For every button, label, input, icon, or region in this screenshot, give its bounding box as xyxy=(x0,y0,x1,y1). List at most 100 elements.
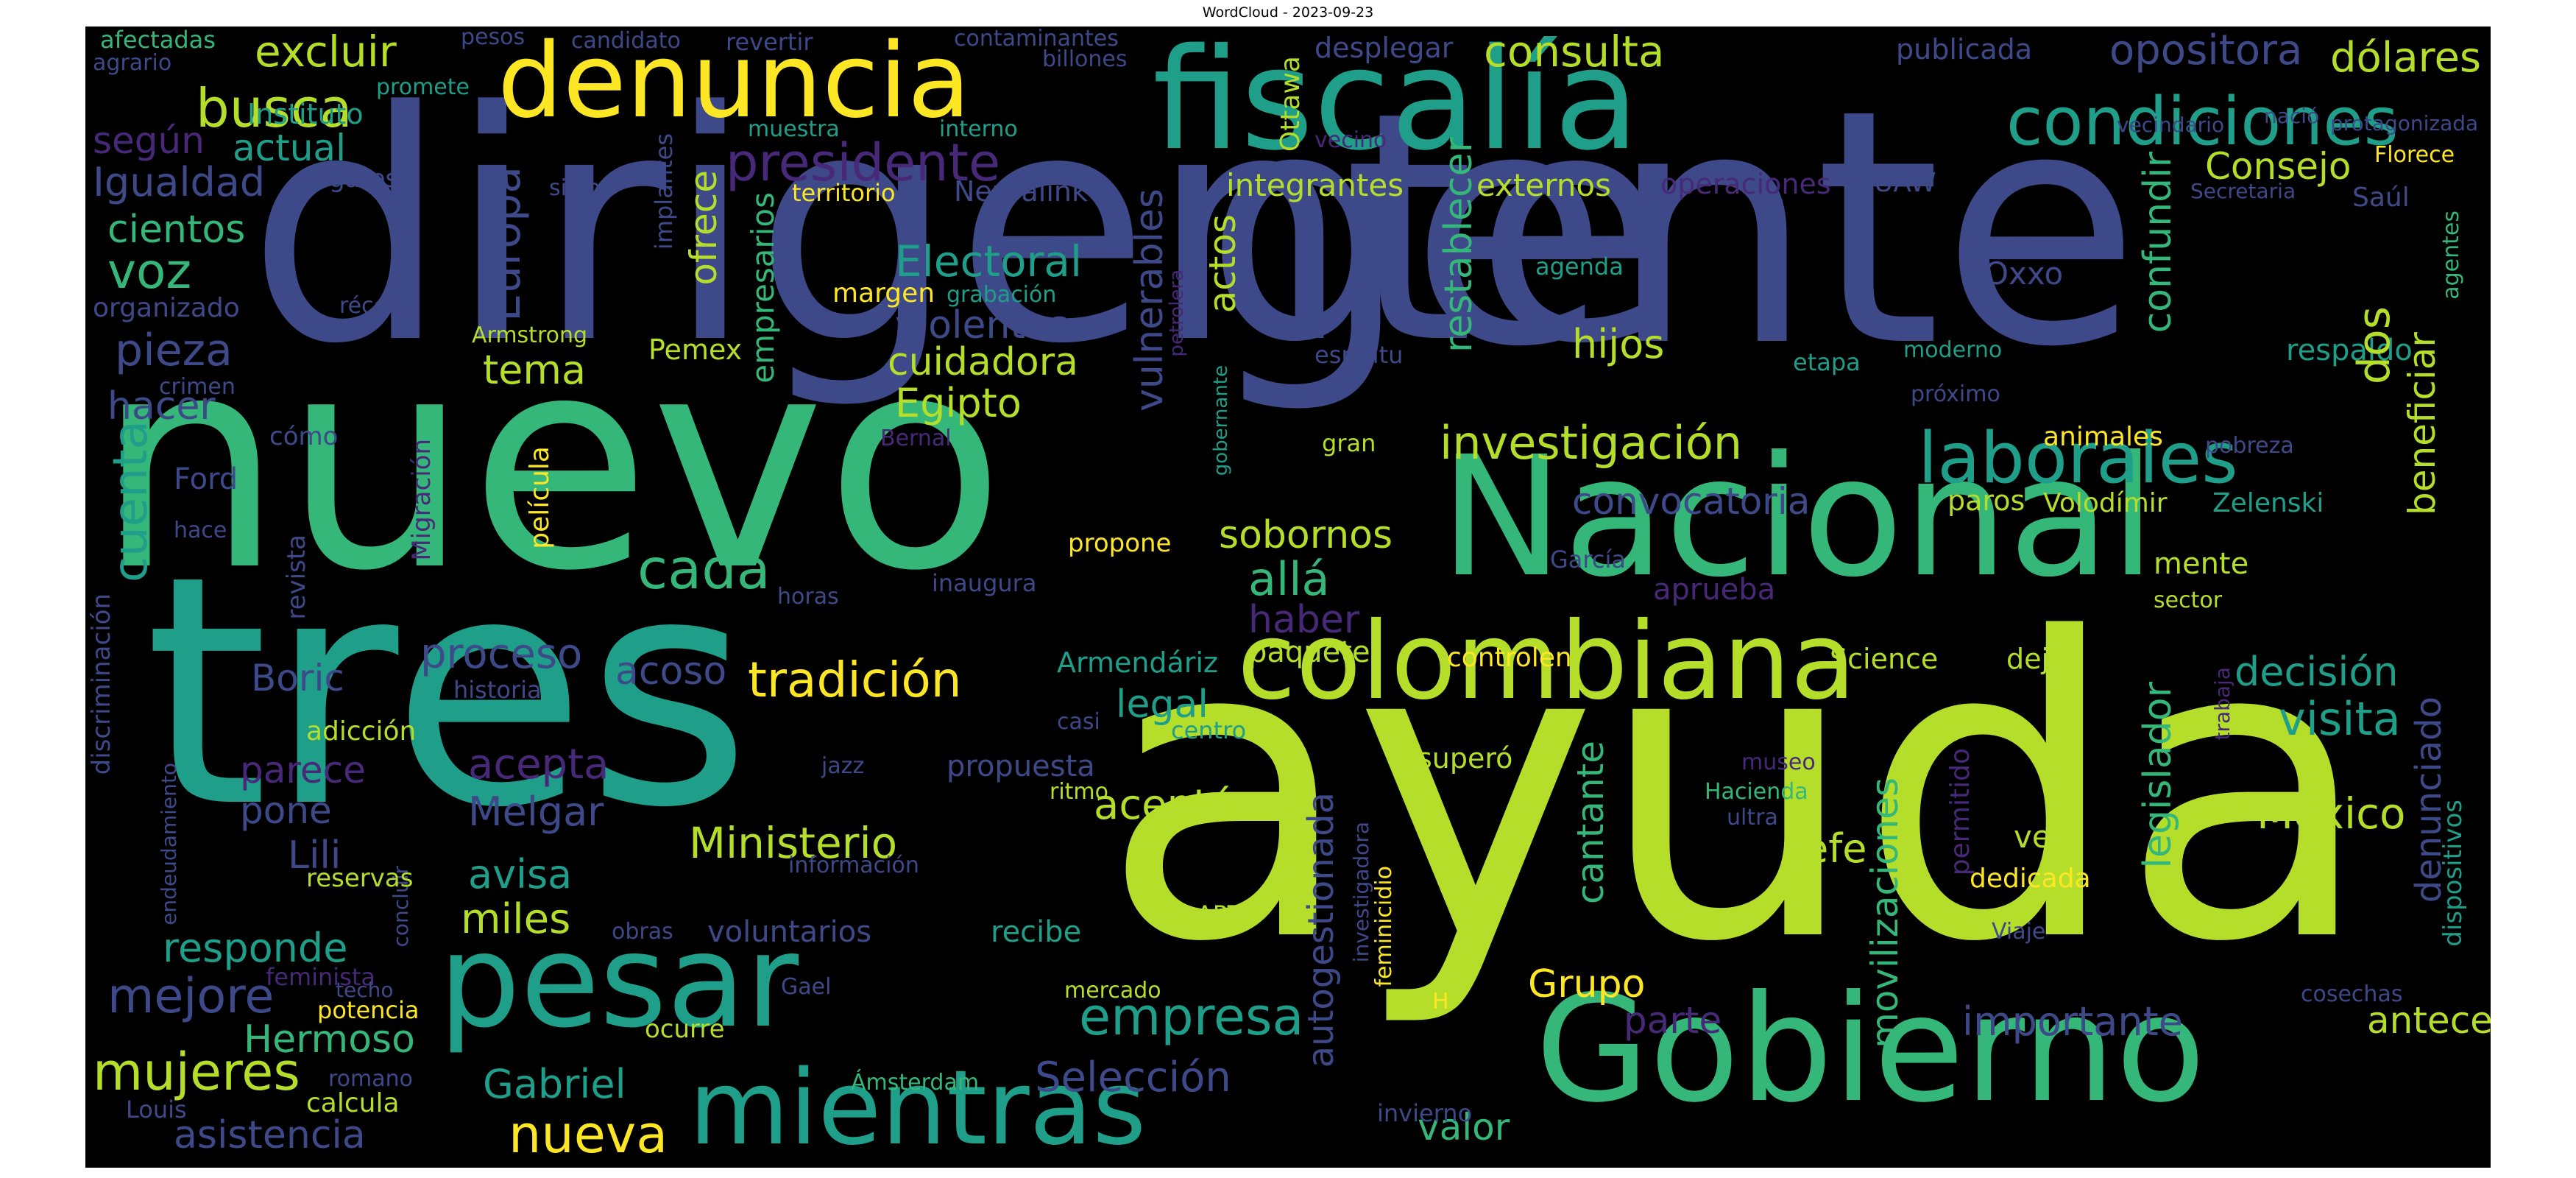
word-animales: animales xyxy=(2043,422,2163,452)
word-calcula: calcula xyxy=(306,1088,400,1118)
word-propone: propone xyxy=(1068,529,1172,558)
word-sector: sector xyxy=(2154,588,2223,613)
word-discriminacion: discriminación xyxy=(87,593,116,775)
word-cuenta: cuenta xyxy=(104,420,158,582)
word-proximo: próximo xyxy=(1911,381,2000,407)
word-lugares: lugares xyxy=(306,164,399,194)
word-louis: Louis xyxy=(126,1096,187,1124)
word-mujeres: mujeres xyxy=(93,1042,300,1102)
word-investigadora: investigadora xyxy=(1349,822,1373,963)
word-cantante: cantante xyxy=(1569,741,1612,905)
word-aprueba: aprueba xyxy=(1653,573,1776,607)
word-agenda: agenda xyxy=(1535,253,1624,281)
word-presidente: presidente xyxy=(726,133,1001,193)
word-opositora: opositora xyxy=(2109,27,2303,74)
word-acoso: acoso xyxy=(615,649,727,694)
word-sobornos: sobornos xyxy=(1219,513,1393,557)
word-parece: parece xyxy=(240,749,366,791)
word-bernal: Bernal xyxy=(880,426,952,451)
word-paquete: paquete xyxy=(1248,635,1370,669)
word-oxxo: Oxxo xyxy=(1984,255,2064,292)
word-hacer: hacer xyxy=(107,384,216,428)
word-secretaria: Secretaria xyxy=(2190,179,2296,203)
word-mejore: mejore xyxy=(107,969,275,1024)
word-lili: Lili xyxy=(288,833,342,878)
word-art: ART xyxy=(1197,900,1242,928)
word-desplegar: desplegar xyxy=(1314,32,1454,64)
word-ver: ver xyxy=(2014,819,2064,855)
word-consulta: consulta xyxy=(1484,27,1665,77)
word-fiscalia: fiscalía xyxy=(1153,27,1640,181)
word-cloud-canvas: dirigente nuevo tres ayuda gente fiscalí… xyxy=(85,27,2491,1168)
word-volodimir: Volodímir xyxy=(2043,488,2168,518)
word-confundir: confundir xyxy=(2136,152,2180,334)
word-billones: billones xyxy=(1042,46,1128,72)
word-investigacion: investigación xyxy=(1440,416,1743,470)
word-denuncia: denuncia xyxy=(498,27,971,141)
word-cientos: cientos xyxy=(107,208,246,252)
word-revista: revista xyxy=(282,535,311,620)
word-hijos: hijos xyxy=(1572,321,1665,367)
word-pone: pone xyxy=(240,789,332,832)
word-margen: margen xyxy=(832,278,935,308)
word-alla: allá xyxy=(1248,552,1330,606)
word-pieza: pieza xyxy=(115,325,233,376)
word-ford: Ford xyxy=(174,462,238,496)
word-nueva: nueva xyxy=(509,1104,668,1165)
word-feminicidio: feminicidio xyxy=(1371,866,1397,987)
word-europa: Europa xyxy=(479,166,531,322)
word-permitido: permitido xyxy=(1945,748,1975,876)
word-mientras: mientras xyxy=(689,1048,1147,1168)
word-ottawa: Ottawa xyxy=(1275,56,1306,152)
word-dispositivos: dispositivos xyxy=(2438,800,2468,947)
word-organizado: organizado xyxy=(93,293,240,323)
word-science: Science xyxy=(1830,643,1939,675)
word-casi: casi xyxy=(1057,709,1100,735)
word-excluir: excluir xyxy=(255,27,397,77)
word-feminista: feminista xyxy=(266,963,376,991)
word-actos: actos xyxy=(1201,214,1244,314)
word-obras: obras xyxy=(612,919,673,945)
word-proceso: proceso xyxy=(420,630,583,678)
word-propuesta: propuesta xyxy=(946,750,1095,783)
word-adiccion: adicción xyxy=(306,716,417,747)
word-operaciones: operaciones xyxy=(1660,168,1831,200)
word-armstrong: Armstrong xyxy=(472,322,588,348)
word-ministerio: Ministerio xyxy=(689,818,898,868)
word-afectadas: afectadas xyxy=(100,27,216,54)
word-ofrece: ofrece xyxy=(682,170,725,286)
word-candidato: candidato xyxy=(571,28,681,54)
chart-title: WordCloud - 2023-09-23 xyxy=(1202,4,1374,21)
word-uaw: UAW xyxy=(1874,168,1936,198)
word-gabriel: Gabriel xyxy=(483,1061,626,1107)
word-cuidadora: cuidadora xyxy=(888,340,1078,384)
word-informacion: información xyxy=(788,853,919,878)
word-restablecer: restablecer xyxy=(1437,137,1481,353)
word-ayuda: ayuda xyxy=(1101,552,2374,1032)
word-siglo: siglo xyxy=(549,175,601,201)
word-museo: museo xyxy=(1741,750,1816,775)
word-consejo: Consejo xyxy=(2205,145,2352,188)
word-visita: visita xyxy=(2279,692,2401,746)
word-pobreza: pobreza xyxy=(2205,433,2294,459)
word-ocurre: ocurre xyxy=(645,1015,725,1044)
word-integrantes: integrantes xyxy=(1226,167,1404,203)
word-mente: mente xyxy=(2154,547,2249,581)
word-tres: tres xyxy=(144,509,751,877)
word-jazz: jazz xyxy=(821,753,865,779)
word-agrario: agrario xyxy=(93,50,172,76)
word-legislador: legislador xyxy=(2136,682,2180,869)
word-haber: haber xyxy=(1248,598,1360,642)
word-amsterdam: Ámsterdam xyxy=(851,1070,980,1096)
word-gente: gente xyxy=(1204,40,2141,417)
word-gran: gran xyxy=(1322,429,1376,457)
word-responde: responde xyxy=(163,925,348,971)
word-tradicion: tradición xyxy=(748,652,962,708)
word-beneficiar: beneficiar xyxy=(2401,332,2444,516)
word-avisa: avisa xyxy=(468,851,573,897)
word-importante: importante xyxy=(1962,998,2184,1045)
word-garcia: García xyxy=(1550,546,1626,574)
word-migracion: Migración xyxy=(407,439,436,561)
word-vecindario: vecindario xyxy=(2117,113,2225,137)
word-violentos: violentos xyxy=(895,303,1069,348)
